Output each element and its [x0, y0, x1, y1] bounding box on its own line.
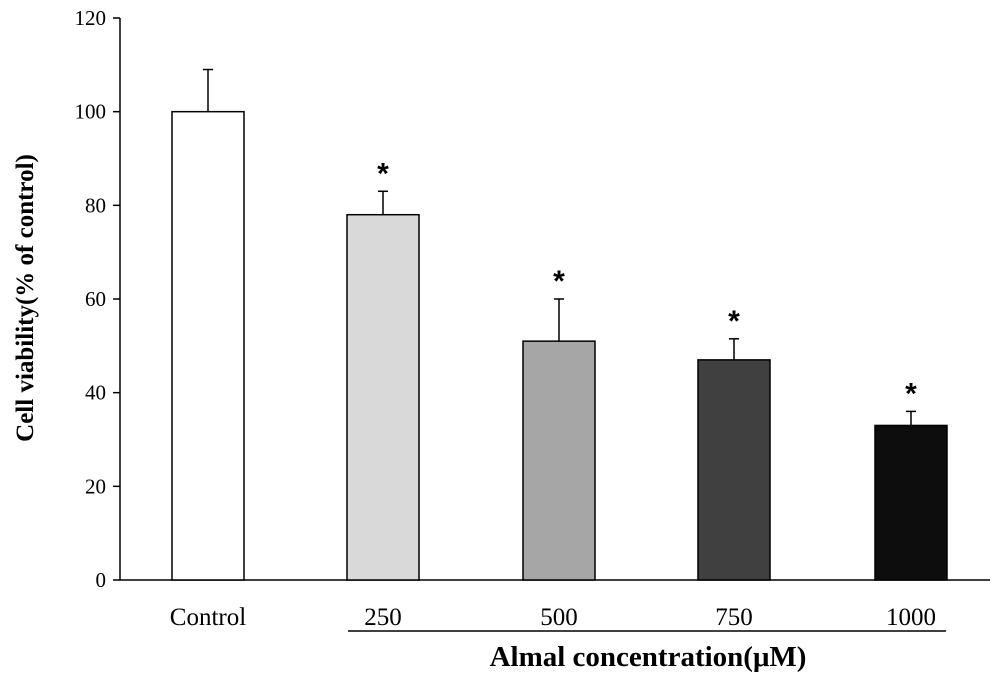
x-category-label: 250	[364, 604, 402, 631]
x-category-label: 750	[715, 604, 753, 631]
y-tick-label: 40	[85, 381, 106, 405]
x-axis-label: Almal concentration(μM)	[490, 641, 807, 673]
y-tick-label: 100	[75, 100, 107, 124]
x-category-label: Control	[170, 604, 246, 631]
bar	[522, 340, 596, 581]
bar	[697, 359, 771, 581]
significance-marker: *	[728, 305, 740, 338]
significance-marker: *	[905, 377, 917, 410]
bar	[874, 424, 948, 581]
bar	[171, 110, 245, 581]
bars: * * * *	[171, 68, 948, 581]
y-tick-label: 0	[96, 568, 107, 592]
x-category-label: 500	[540, 604, 578, 631]
y-tick-label: 80	[85, 193, 106, 217]
x-category-labels: Control 250 500 750 1000	[170, 604, 936, 631]
y-tick-label: 20	[85, 474, 106, 498]
bar	[346, 213, 420, 581]
y-axis-label: Cell viability(% of control)	[12, 154, 39, 442]
significance-marker: *	[553, 265, 565, 298]
x-category-label: 1000	[886, 604, 936, 631]
significance-marker: *	[377, 157, 389, 190]
y-tick-label: 120	[75, 6, 107, 30]
y-tick-label: 60	[85, 287, 106, 311]
y-ticks: 0 20 40 60 80 100 120	[75, 6, 120, 592]
